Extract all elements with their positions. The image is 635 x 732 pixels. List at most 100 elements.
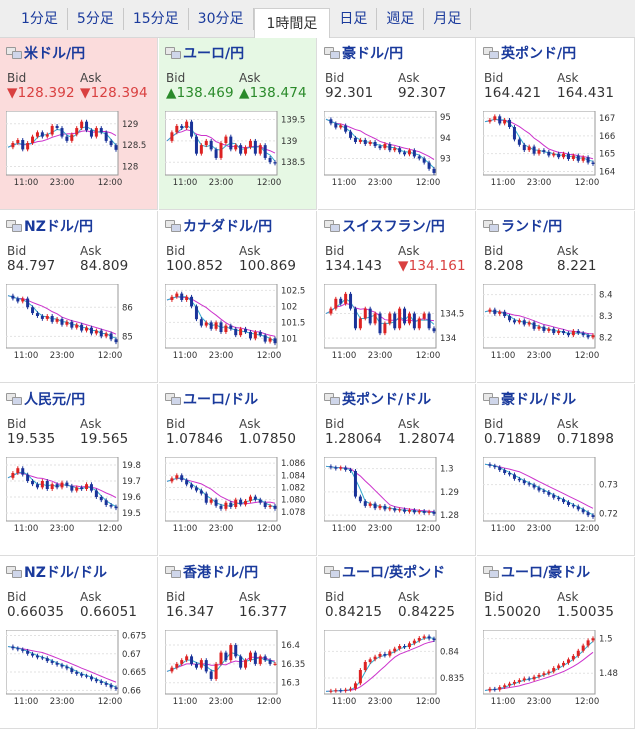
mini-chart[interactable]: 1.3 1.29 1.28 11:00 23:00 12:00 xyxy=(324,457,472,533)
mini-chart[interactable]: 8.4 8.3 8.2 11:00 23:00 12:00 xyxy=(483,284,631,360)
mini-chart[interactable]: 167 166 165 164 11:00 23:00 12:00 xyxy=(483,111,631,187)
candle-body xyxy=(432,168,436,173)
mini-chart[interactable]: 1.5 1.48 11:00 23:00 12:00 xyxy=(483,630,631,706)
rate-card[interactable]: 人民元/円 Bid Ask 19.535 19.565 19.8 19.7 19.6… xyxy=(0,384,158,556)
pair-name[interactable]: ランド/円 xyxy=(501,219,563,235)
rate-card[interactable]: 英ポンド/ドル Bid Ask 1.28064 1.28074 1.3 1.29 1… xyxy=(318,384,476,556)
mini-chart[interactable]: 134.5 134 11:00 23:00 12:00 xyxy=(324,284,472,360)
y-tick-label: 8.4 xyxy=(599,291,613,301)
pair-name[interactable]: NZドル/ドル xyxy=(24,565,107,581)
pair-name[interactable]: 米ドル/円 xyxy=(24,46,86,62)
pair-title[interactable]: 豪ドル/円 xyxy=(324,44,403,62)
pair-name[interactable]: スイスフラン/円 xyxy=(342,219,445,235)
mini-chart[interactable]: 16.4 16.35 16.3 11:00 23:00 12:00 xyxy=(165,630,313,706)
pair-title[interactable]: ランド/円 xyxy=(483,217,562,235)
mini-chart[interactable]: 1.086 1.084 1.082 1.080 1.078 11:00 23:00 12:00 xyxy=(165,457,313,533)
tab-monthly[interactable]: 月足 xyxy=(424,7,472,30)
rate-card[interactable]: ユーロ/ドル Bid Ask 1.07846 1.07850 1.086 1.08… xyxy=(159,384,317,556)
pair-title[interactable]: 英ポンド/ドル xyxy=(324,390,431,408)
pair-title[interactable]: ユーロ/円 xyxy=(165,44,244,62)
tab-1hour[interactable]: 1時間足 xyxy=(253,7,331,38)
pair-title[interactable]: 英ポンド/円 xyxy=(483,44,576,62)
pair-name[interactable]: NZドル/円 xyxy=(24,219,93,235)
pair-name[interactable]: 豪ドル/ドル xyxy=(501,392,577,408)
mini-chart[interactable]: 139.5 139 138.5 11:00 23:00 12:00 xyxy=(165,111,313,187)
ask-label: Ask xyxy=(398,71,420,85)
tab-weekly[interactable]: 週足 xyxy=(377,7,425,30)
candle-body xyxy=(508,683,512,686)
candle-body xyxy=(258,332,262,336)
tab-30min[interactable]: 30分足 xyxy=(189,7,254,30)
x-tick-label: 11:00 xyxy=(491,351,516,360)
pair-name[interactable]: ユーロ/英ポンド xyxy=(342,565,446,581)
rate-card[interactable]: ユーロ/豪ドル Bid Ask 1.50020 1.50035 1.5 1.48 1… xyxy=(477,557,635,729)
candle-body xyxy=(40,481,44,488)
rate-card[interactable]: ユーロ/英ポンド Bid Ask 0.84215 0.84225 0.84 0.8… xyxy=(318,557,476,729)
mini-chart[interactable]: 0.73 0.72 11:00 23:00 12:00 xyxy=(483,457,631,533)
rate-card[interactable]: ランド/円 Bid Ask 8.208 8.221 8.4 8.3 8.2 11:00… xyxy=(477,211,635,383)
mini-chart[interactable]: 0.84 0.835 11:00 23:00 12:00 xyxy=(324,630,472,706)
candle-body xyxy=(581,157,585,161)
mini-chart[interactable]: 19.8 19.7 19.6 19.5 11:00 23:00 12:00 xyxy=(6,457,154,533)
rate-card[interactable]: ユーロ/円 Bid Ask ▲138.469 ▲138.474 139.5 139… xyxy=(159,38,317,210)
pair-title[interactable]: カナダドル/円 xyxy=(165,217,272,235)
x-tick-label: 11:00 xyxy=(14,697,39,706)
pair-title[interactable]: 香港ドル/円 xyxy=(165,563,258,581)
pair-title[interactable]: 米ドル/円 xyxy=(6,44,85,62)
pair-title[interactable]: ユーロ/ドル xyxy=(165,390,258,408)
rate-card[interactable]: 香港ドル/円 Bid Ask 16.347 16.377 16.4 16.35 16… xyxy=(159,557,317,729)
pair-title[interactable]: NZドル/ドル xyxy=(6,563,107,581)
pair-title[interactable]: ユーロ/豪ドル xyxy=(483,563,590,581)
rate-card[interactable]: スイスフラン/円 Bid Ask 134.143 ▼134.161 134.5 1… xyxy=(318,211,476,383)
y-tick-label: 166 xyxy=(599,132,615,142)
x-tick-label: 12:00 xyxy=(257,351,282,360)
pair-name[interactable]: 香港ドル/円 xyxy=(183,565,259,581)
ask-value: 92.307 xyxy=(398,85,447,101)
pair-title[interactable]: 豪ドル/ドル xyxy=(483,390,576,408)
tab-5min[interactable]: 5分足 xyxy=(68,7,124,30)
pair-name[interactable]: 英ポンド/ドル xyxy=(342,392,432,408)
pair-title[interactable]: NZドル/円 xyxy=(6,217,93,235)
pair-name[interactable]: 人民元/円 xyxy=(24,392,86,408)
pair-name[interactable]: ユーロ/円 xyxy=(183,46,245,62)
candle-body xyxy=(383,323,387,334)
rate-card[interactable]: カナダドル/円 Bid Ask 100.852 100.869 102.5 102… xyxy=(159,211,317,383)
rate-card[interactable]: 米ドル/円 Bid Ask ▼128.392 ▼128.394 129 128.5… xyxy=(0,38,158,210)
x-tick-label: 12:00 xyxy=(98,524,123,533)
tab-daily[interactable]: 日足 xyxy=(330,7,378,30)
mini-chart[interactable]: 129 128.5 128 11:00 23:00 12:00 xyxy=(6,111,154,187)
tab-15min[interactable]: 15分足 xyxy=(124,7,189,30)
rate-card[interactable]: NZドル/円 Bid Ask 84.797 84.809 86 85 11:00 23… xyxy=(0,211,158,383)
candle-body xyxy=(273,505,277,509)
pair-name[interactable]: ユーロ/豪ドル xyxy=(501,565,591,581)
pair-title[interactable]: ユーロ/英ポンド xyxy=(324,563,445,581)
mini-chart[interactable]: 95 94 93 11:00 23:00 12:00 xyxy=(324,111,472,187)
y-tick-label: 128.5 xyxy=(122,141,146,151)
pair-name[interactable]: 英ポンド/円 xyxy=(501,46,577,62)
chart-svg: 129 128.5 128 11:00 23:00 12:00 xyxy=(6,111,146,187)
rate-card[interactable]: NZドル/ドル Bid Ask 0.66035 0.66051 0.675 0.6… xyxy=(0,557,158,729)
y-tick-label: 8.3 xyxy=(599,312,613,322)
pair-title[interactable]: スイスフラン/円 xyxy=(324,217,445,235)
mini-chart[interactable]: 102.5 102 101.5 101 11:00 23:00 12:00 xyxy=(165,284,313,360)
pair-name[interactable]: カナダドル/円 xyxy=(183,219,273,235)
candle-body xyxy=(537,674,541,677)
rate-card[interactable]: 豪ドル/円 Bid Ask 92.301 92.307 95 94 93 11:00 2… xyxy=(318,38,476,210)
pair-name[interactable]: ユーロ/ドル xyxy=(183,392,259,408)
candle-body xyxy=(488,119,492,122)
rate-card[interactable]: 豪ドル/ドル Bid Ask 0.71889 0.71898 0.73 0.72 1… xyxy=(477,384,635,556)
candle-body xyxy=(522,144,526,151)
pair-title[interactable]: 人民元/円 xyxy=(6,390,85,408)
tab-1min[interactable]: 1分足 xyxy=(12,7,68,30)
mini-chart[interactable]: 86 85 11:00 23:00 12:00 xyxy=(6,284,154,360)
candle-body xyxy=(234,328,238,336)
ask-value: ▲138.474 xyxy=(239,85,307,101)
candle-body xyxy=(508,119,512,127)
candle-body xyxy=(329,308,333,314)
mini-chart[interactable]: 0.675 0.67 0.665 0.66 11:00 23:00 12:00 xyxy=(6,630,154,706)
candle-body xyxy=(422,313,426,319)
candle-body xyxy=(493,309,497,314)
pair-name[interactable]: 豪ドル/円 xyxy=(342,46,404,62)
rate-card[interactable]: 英ポンド/円 Bid Ask 164.421 164.431 167 166 165… xyxy=(477,38,635,210)
ask-value: 1.50035 xyxy=(557,604,615,620)
